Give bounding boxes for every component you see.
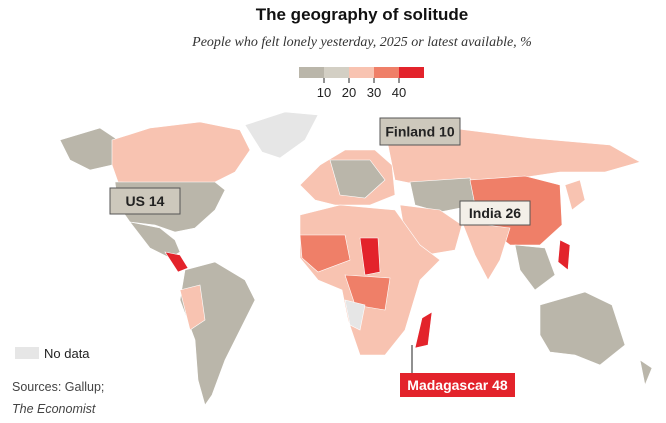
se-asia: [514, 244, 556, 291]
chad: [359, 237, 381, 276]
annotation-label: Finland 10: [385, 124, 454, 140]
australia: [539, 291, 626, 366]
title: The geography of solitude: [256, 5, 469, 24]
central-europe: [329, 159, 386, 199]
greenland: [244, 111, 319, 159]
annotations: Finland 10 US 14 India 26 Madagascar 48: [109, 117, 531, 397]
alaska: [59, 127, 119, 171]
legend-tick-label: 40: [392, 85, 406, 100]
publisher: The Economist: [12, 402, 96, 416]
legend-bin: [324, 67, 349, 78]
legend-tick-label: 10: [317, 85, 331, 100]
legend-bin: [374, 67, 399, 78]
central-america: [164, 251, 189, 273]
mexico: [129, 221, 181, 259]
annotation-box: [400, 373, 515, 397]
legend-tick-label: 30: [367, 85, 381, 100]
sources: Sources: Gallup;: [12, 380, 104, 394]
annotation-label: India 26: [469, 205, 521, 221]
no-data-swatch: [15, 347, 39, 359]
peru: [179, 284, 206, 331]
canada: [111, 121, 251, 186]
central-africa: [344, 274, 391, 311]
annotation-box: [379, 117, 461, 146]
annotation-label: US 14: [126, 193, 165, 209]
central-asia: [409, 177, 476, 213]
no-data-label: No data: [44, 346, 90, 361]
india: [461, 221, 511, 281]
subtitle: People who felt lonely yesterday, 2025 o…: [191, 35, 532, 50]
new-zealand: [639, 359, 653, 387]
philippines: [557, 239, 571, 271]
annotation-box: [109, 187, 181, 215]
world-map: [59, 111, 653, 406]
madagascar: [414, 311, 433, 349]
annotation-label: Madagascar 48: [407, 377, 508, 393]
legend-bin: [399, 67, 424, 78]
south-america: [179, 261, 256, 406]
west-africa: [299, 234, 351, 273]
legend-tick-label: 20: [342, 85, 356, 100]
namibia: [344, 299, 366, 331]
legend: 10 20 30 40: [299, 67, 424, 100]
legend-bin: [349, 67, 374, 78]
japan: [564, 179, 586, 211]
annotation-box: [459, 200, 531, 226]
legend-bin: [299, 67, 324, 78]
